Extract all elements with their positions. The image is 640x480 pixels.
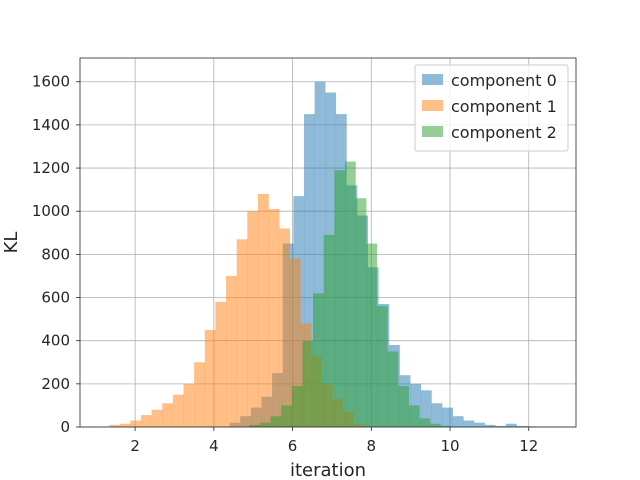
histogram-bar	[141, 415, 152, 427]
histogram-bar	[376, 306, 388, 427]
histogram-bar	[474, 422, 485, 427]
histogram-bar	[236, 239, 248, 427]
histogram-bar	[268, 209, 280, 427]
histogram-bar	[109, 424, 120, 427]
histogram-bar	[194, 362, 205, 427]
histogram-bar	[302, 340, 314, 427]
y-tick-label: 1600	[32, 73, 70, 91]
histogram-bar	[130, 420, 142, 427]
y-tick-label: 1000	[32, 202, 70, 220]
legend-label: component 1	[451, 97, 557, 116]
histogram-bar	[463, 420, 475, 427]
y-tick-label: 400	[41, 332, 70, 350]
histogram-bar	[119, 423, 131, 427]
histogram-bar	[249, 424, 261, 427]
y-tick-label: 800	[41, 245, 70, 263]
histogram-bar	[344, 161, 356, 427]
histogram-bar	[183, 383, 195, 427]
histogram-bar	[431, 403, 443, 427]
y-axis-label: KL	[1, 232, 22, 254]
histogram-bar	[366, 243, 378, 427]
series-2-bars	[249, 161, 452, 428]
histogram-bar	[505, 423, 517, 427]
y-tick-label: 1200	[32, 159, 70, 177]
histogram-bar	[289, 258, 301, 427]
histogram-bar	[151, 409, 163, 427]
histogram-bar	[204, 329, 216, 427]
tick-labels: 2 4 6 8 10 12 0 200 400 600 800 1000 1200 1400 1600	[32, 73, 538, 455]
histogram-bar	[429, 423, 441, 427]
histogram-bar	[408, 405, 420, 427]
histogram-bar	[270, 416, 282, 427]
histogram-bar	[440, 425, 452, 427]
histogram-bars	[109, 81, 549, 428]
y-tick-label: 0	[60, 418, 70, 436]
axes	[76, 57, 577, 431]
y-tick-label: 600	[41, 289, 70, 307]
legend-swatch	[422, 100, 443, 111]
histogram-bar	[314, 81, 326, 427]
legend-swatch	[422, 126, 443, 137]
histogram-bar	[259, 422, 271, 427]
histogram-bar	[226, 275, 237, 427]
x-tick-label: 6	[288, 437, 298, 455]
histogram-bar	[420, 390, 432, 427]
histogram-bar	[162, 403, 174, 427]
histogram-bar	[484, 424, 496, 427]
histogram-bar	[398, 386, 409, 427]
histogram-bar	[323, 234, 335, 427]
x-tick-label: 2	[130, 437, 140, 455]
plot-frame	[79, 57, 577, 428]
histogram-bar	[257, 193, 269, 427]
histogram-bar	[215, 301, 227, 427]
x-tick-label: 10	[440, 437, 459, 455]
x-tick-label: 8	[367, 437, 377, 455]
histogram-bar	[313, 293, 324, 427]
x-tick-label: 12	[519, 437, 538, 455]
histogram-bar	[355, 198, 367, 427]
x-tick-label: 4	[209, 437, 219, 455]
histogram-bar	[334, 170, 346, 428]
y-tick-label: 1400	[32, 116, 70, 134]
histogram-bar	[495, 425, 507, 427]
x-axis-label: iteration	[290, 460, 366, 480]
histogram-bar	[419, 418, 431, 427]
legend-box	[414, 64, 569, 152]
histogram-bar	[281, 405, 292, 427]
histogram-bar	[247, 211, 259, 427]
legend: component 0 component 1 component 2	[414, 64, 569, 152]
histogram-bar	[291, 386, 303, 427]
histogram-bar	[452, 416, 464, 427]
legend-label: component 0	[451, 71, 557, 90]
legend-swatch	[422, 74, 443, 85]
histogram-bar	[516, 425, 528, 427]
histogram-bar	[172, 394, 184, 427]
histogram-bar	[387, 351, 399, 427]
histogram-bar	[279, 228, 291, 427]
legend-label: component 2	[451, 123, 557, 142]
histogram-bar	[303, 114, 315, 428]
y-tick-label: 200	[41, 375, 70, 393]
histogram-bar	[442, 407, 453, 427]
